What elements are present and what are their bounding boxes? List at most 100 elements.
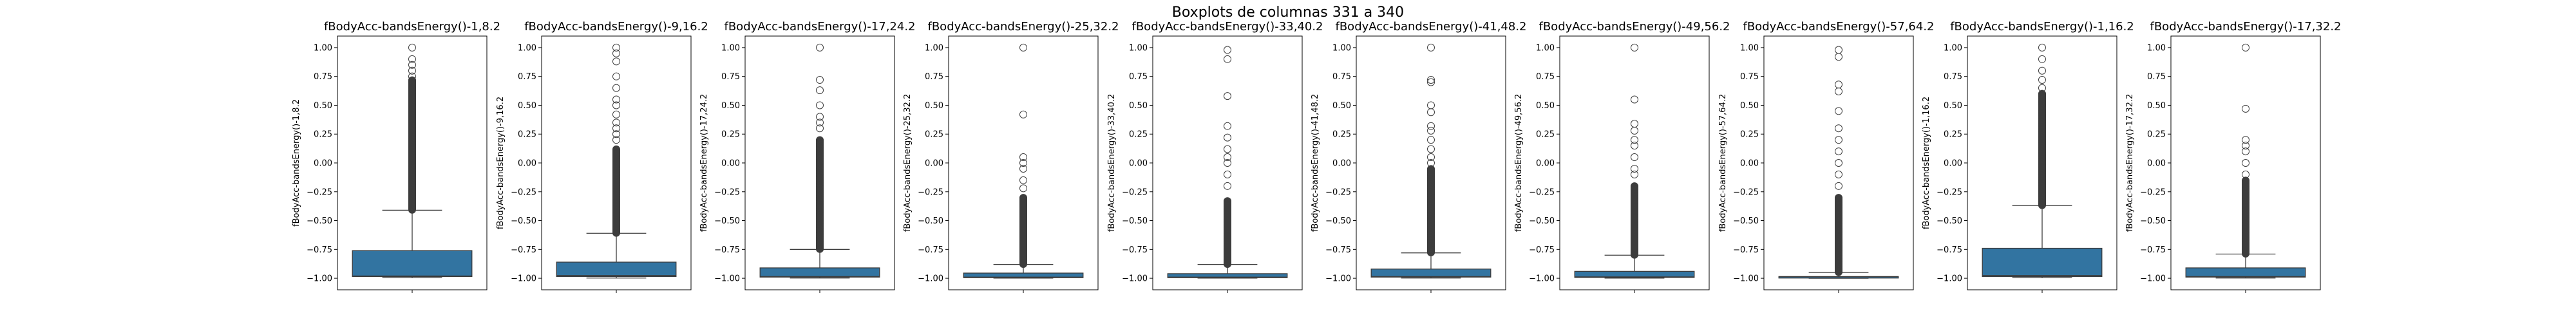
outlier-point xyxy=(408,66,416,75)
y-tick-label: −0.50 xyxy=(511,216,536,226)
y-tick-label: 0.00 xyxy=(518,159,536,169)
axes-frame xyxy=(541,35,692,290)
y-tick-label: 0.00 xyxy=(1332,159,1351,169)
y-axis-label: fBodyAcc-bandsEnergy()-17,24.2 xyxy=(699,94,709,232)
y-axis-label: fBodyAcc-bandsEnergy()-1,8.2 xyxy=(292,99,301,227)
y-tick-label: 0.00 xyxy=(1944,159,1962,169)
y-tick-label: −0.25 xyxy=(1122,187,1148,197)
outlier-point xyxy=(408,72,416,80)
axes-frame xyxy=(948,35,1099,290)
y-tick-label: −0.75 xyxy=(1529,245,1555,255)
subplot-7: fBodyAcc-bandsEnergy()-49,56.2 −1.00 −0.75… xyxy=(1514,20,1730,293)
y-tick-label: −0.50 xyxy=(1733,216,1759,226)
y-tick-label: −1.00 xyxy=(918,274,943,284)
y-tick-label: 0.00 xyxy=(925,159,943,169)
y-tick-label: 0.50 xyxy=(1536,101,1555,111)
outlier-point xyxy=(1631,142,1638,150)
outlier-point xyxy=(408,76,416,84)
subplot-9: fBodyAcc-bandsEnergy()-1,16.2 −1.00 −0.75 −… xyxy=(1922,20,2134,293)
y-tick-label: 0.25 xyxy=(518,130,536,140)
subplot-5: fBodyAcc-bandsEnergy()-33,40.2 −1.00 −0.75… xyxy=(1107,20,1323,293)
outlier-point xyxy=(1019,164,1027,173)
outlier-point xyxy=(1224,55,1231,63)
outlier-point xyxy=(2242,136,2249,144)
outlier-point xyxy=(1835,147,1842,156)
outlier-point xyxy=(1019,153,1027,162)
outlier-point xyxy=(612,130,620,138)
outlier-point xyxy=(1427,76,1435,84)
y-tick-label: −0.25 xyxy=(2140,187,2166,197)
outlier-point xyxy=(1019,110,1027,118)
y-tick-label: 0.25 xyxy=(1332,130,1351,140)
y-axis-label: fBodyAcc-bandsEnergy()-1,16.2 xyxy=(1922,97,1931,229)
subplot-title: fBodyAcc-bandsEnergy()-1,8.2 xyxy=(324,20,500,33)
y-tick-label: 0.00 xyxy=(314,159,332,169)
iqr-box xyxy=(556,261,677,278)
outlier-point xyxy=(2038,84,2046,92)
y-tick-label: 1.00 xyxy=(1536,43,1555,53)
iqr-box xyxy=(2185,267,2306,278)
y-tick-label: −0.25 xyxy=(1937,187,1962,197)
outlier-point xyxy=(612,136,620,144)
y-tick-label: 1.00 xyxy=(518,43,536,53)
y-tick-label: 0.25 xyxy=(2147,130,2166,140)
y-tick-label: −1.00 xyxy=(1122,274,1148,284)
outlier-point xyxy=(1631,43,1638,52)
axes-frame xyxy=(1356,35,1506,290)
outlier-point xyxy=(816,43,824,52)
y-tick-label: 1.00 xyxy=(1129,43,1148,53)
outlier-point xyxy=(1224,92,1231,100)
subplot-8: fBodyAcc-bandsEnergy()-57,64.2 −1.00 −0.75… xyxy=(1718,20,1935,293)
outlier-point xyxy=(1427,43,1435,52)
outlier-point xyxy=(2038,55,2046,63)
y-tick-label: 0.50 xyxy=(925,101,943,111)
subplot-title: fBodyAcc-bandsEnergy()-49,56.2 xyxy=(1539,20,1730,33)
y-tick-label: 1.00 xyxy=(1740,43,1759,53)
outlier-point xyxy=(408,55,416,63)
y-tick-label: −1.00 xyxy=(1325,274,1351,284)
subplot-title: fBodyAcc-bandsEnergy()-41,48.2 xyxy=(1336,20,1527,33)
outlier-point xyxy=(2242,142,2249,150)
outlier-point xyxy=(1224,133,1231,142)
y-tick-label: −0.75 xyxy=(1733,245,1759,255)
subplot-1: fBodyAcc-bandsEnergy()-1,8.2 −1.00 −0.75 −0… xyxy=(292,20,500,293)
outlier-point xyxy=(1019,176,1027,184)
axes-frame xyxy=(1152,35,1303,290)
y-tick-label: −0.25 xyxy=(1325,187,1351,197)
y-tick-label: −0.25 xyxy=(1733,187,1759,197)
outlier-point xyxy=(1224,153,1231,162)
outlier-point xyxy=(1835,194,1842,202)
y-tick-label: 0.75 xyxy=(1536,72,1555,82)
outlier-point xyxy=(1835,53,1842,61)
outlier-point xyxy=(1224,145,1231,153)
y-tick-label: −1.00 xyxy=(307,274,332,284)
outlier-point xyxy=(408,61,416,69)
outlier-point xyxy=(1427,122,1435,130)
outlier-point xyxy=(612,95,620,104)
y-tick-label: −0.50 xyxy=(1529,216,1555,226)
outlier-point xyxy=(612,124,620,133)
iqr-box xyxy=(963,272,1084,278)
subplot-2: fBodyAcc-bandsEnergy()-9,16.2 −1.00 −0.75 −… xyxy=(496,20,708,293)
y-axis-label: fBodyAcc-bandsEnergy()-57,64.2 xyxy=(1718,94,1728,232)
y-tick-label: −0.50 xyxy=(1325,216,1351,226)
outlier-point xyxy=(1835,87,1842,95)
outlier-point xyxy=(612,57,620,66)
y-tick-label: −0.25 xyxy=(714,187,740,197)
outlier-point xyxy=(1631,182,1638,191)
outlier-point xyxy=(2038,66,2046,75)
outlier-point xyxy=(1224,159,1231,167)
subplot-title: fBodyAcc-bandsEnergy()-1,16.2 xyxy=(1950,20,2134,33)
subplot-3: fBodyAcc-bandsEnergy()-17,24.2 −1.00 −0.75… xyxy=(699,20,916,293)
y-tick-label: −0.75 xyxy=(918,245,943,255)
y-tick-label: 0.25 xyxy=(1536,130,1555,140)
y-tick-label: 1.00 xyxy=(925,43,943,53)
iqr-box xyxy=(352,250,473,278)
y-tick-label: 0.75 xyxy=(314,72,332,82)
iqr-box xyxy=(1167,273,1288,278)
y-axis-label: fBodyAcc-bandsEnergy()-49,56.2 xyxy=(1514,94,1524,232)
outlier-point xyxy=(816,124,824,133)
y-tick-label: 1.00 xyxy=(2147,43,2166,53)
outlier-point xyxy=(612,72,620,80)
y-tick-label: −0.50 xyxy=(307,216,332,226)
